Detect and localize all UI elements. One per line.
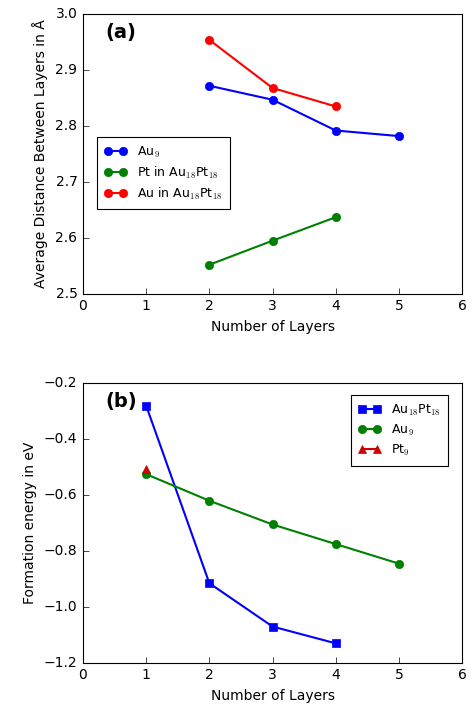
Pt in Au$_{18}$Pt$_{18}$ xyxy=(270,236,275,245)
Line: Au$_{18}$Pt$_{18}$: Au$_{18}$Pt$_{18}$ xyxy=(142,401,340,647)
Au$_9$ xyxy=(207,82,212,90)
Au$_9$ xyxy=(333,126,338,135)
Au$_9$ xyxy=(270,520,275,529)
Line: Au$_9$: Au$_9$ xyxy=(142,470,403,568)
Legend: Au$_{18}$Pt$_{18}$, Au$_9$, Pt$_9$: Au$_{18}$Pt$_{18}$, Au$_9$, Pt$_9$ xyxy=(351,395,448,466)
Au$_9$ xyxy=(396,559,402,568)
Au in Au$_{18}$Pt$_{18}$ xyxy=(333,102,338,111)
Au$_9$ xyxy=(207,496,212,505)
Line: Pt in Au$_{18}$Pt$_{18}$: Pt in Au$_{18}$Pt$_{18}$ xyxy=(205,213,340,269)
Pt in Au$_{18}$Pt$_{18}$ xyxy=(207,260,212,269)
Au$_{18}$Pt$_{18}$ xyxy=(143,401,149,410)
Y-axis label: Average Distance Between Layers in Å: Average Distance Between Layers in Å xyxy=(33,20,48,289)
Legend: Au$_9$, Pt in Au$_{18}$Pt$_{18}$, Au in Au$_{18}$Pt$_{18}$: Au$_9$, Pt in Au$_{18}$Pt$_{18}$, Au in … xyxy=(97,137,230,209)
X-axis label: Number of Layers: Number of Layers xyxy=(210,689,335,703)
Text: (a): (a) xyxy=(106,23,137,42)
Line: Au in Au$_{18}$Pt$_{18}$: Au in Au$_{18}$Pt$_{18}$ xyxy=(205,35,340,111)
Line: Au$_9$: Au$_9$ xyxy=(205,82,403,140)
Au in Au$_{18}$Pt$_{18}$ xyxy=(207,35,212,44)
Au$_9$ xyxy=(270,96,275,104)
Au$_9$ xyxy=(143,470,149,479)
Au in Au$_{18}$Pt$_{18}$ xyxy=(270,84,275,92)
X-axis label: Number of Layers: Number of Layers xyxy=(210,320,335,335)
Au$_{18}$Pt$_{18}$ xyxy=(207,579,212,588)
Au$_{18}$Pt$_{18}$ xyxy=(333,639,338,647)
Text: (b): (b) xyxy=(106,391,137,411)
Au$_{18}$Pt$_{18}$ xyxy=(270,623,275,631)
Y-axis label: Formation energy in eV: Formation energy in eV xyxy=(23,442,37,604)
Au$_9$ xyxy=(396,132,402,140)
Pt in Au$_{18}$Pt$_{18}$ xyxy=(333,213,338,221)
Au$_9$ xyxy=(333,540,338,548)
